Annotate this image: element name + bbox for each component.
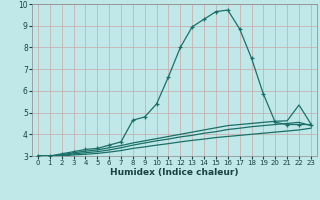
X-axis label: Humidex (Indice chaleur): Humidex (Indice chaleur) <box>110 168 239 177</box>
